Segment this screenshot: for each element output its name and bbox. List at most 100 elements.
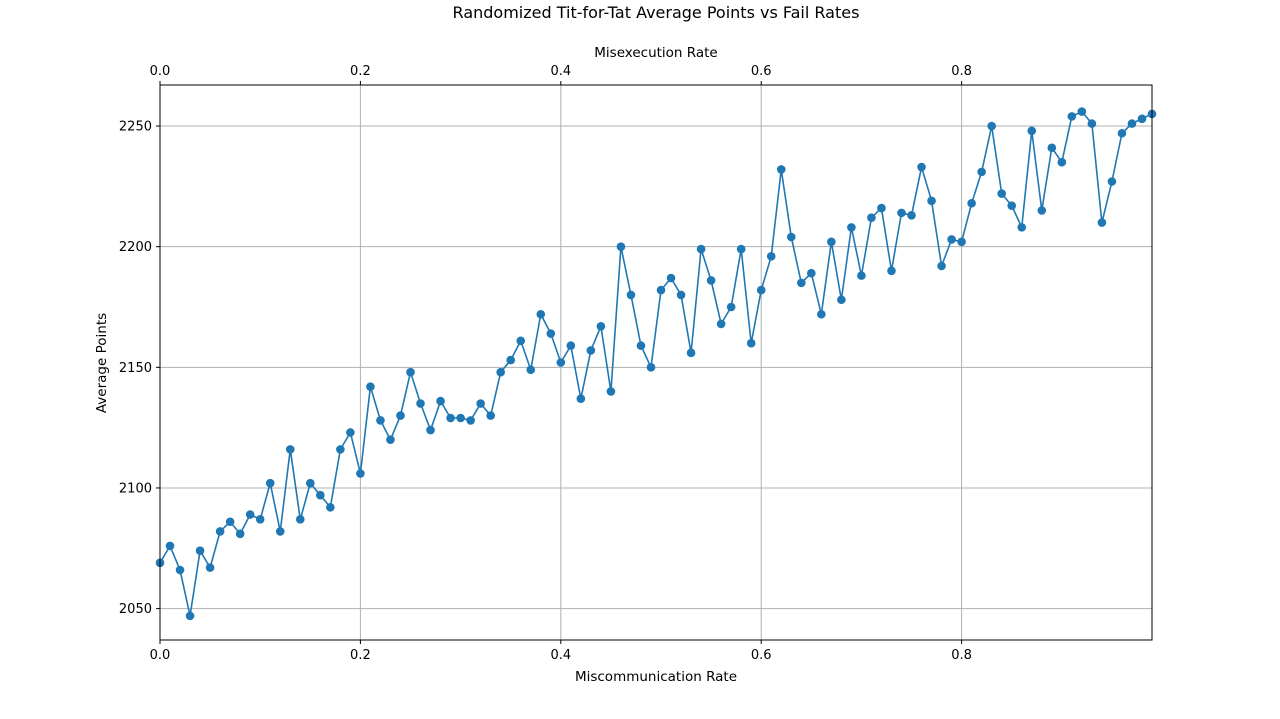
data-point (1117, 128, 1127, 138)
data-point (736, 244, 746, 254)
data-point (205, 563, 215, 572)
x2-tick-label: 0.8 (951, 64, 972, 79)
data-point (536, 309, 546, 319)
data-point (1127, 119, 1137, 128)
data-point (326, 502, 335, 512)
x2-axis-label: Misexecution Rate (594, 45, 717, 61)
series-path (159, 110, 1153, 617)
data-point (306, 478, 315, 488)
data-point (616, 242, 626, 251)
series-line (155, 107, 1157, 621)
data-point (185, 611, 195, 621)
chart-title: Randomized Tit-for-Tat Average Points vs… (453, 3, 860, 22)
data-point (245, 510, 255, 519)
ticks: 0.0 0.2 0.4 0.6 0.8 0.0 0.2 0.4 0.6 0.8 2050 2100 21… (119, 64, 972, 663)
x-tick-label: 0.2 (350, 648, 371, 663)
x2-tick-label: 0.0 (150, 64, 171, 79)
data-point (666, 273, 676, 283)
data-point (887, 266, 896, 276)
data-point (676, 290, 686, 300)
data-point (576, 394, 586, 403)
data-point (1037, 206, 1047, 215)
data-point (907, 211, 916, 220)
data-point (546, 329, 556, 338)
data-point (636, 341, 646, 350)
data-point (686, 348, 696, 358)
data-point (426, 425, 435, 435)
data-point (346, 428, 355, 437)
data-point (496, 367, 505, 377)
data-point (726, 302, 736, 312)
data-point (215, 527, 225, 536)
x-axis-label: Miscommunication Rate (575, 669, 737, 685)
data-point (716, 319, 726, 329)
data-point (596, 322, 606, 331)
data-point (486, 411, 495, 420)
data-point (626, 290, 636, 300)
x2-tick-label: 0.2 (350, 64, 371, 79)
data-point (977, 167, 986, 177)
data-point (897, 208, 906, 218)
data-point (1027, 126, 1037, 136)
data-point (416, 399, 425, 408)
data-point (265, 478, 275, 488)
data-point (396, 411, 405, 420)
data-point (466, 416, 475, 425)
plot-frame (159, 84, 1153, 641)
data-point (847, 223, 856, 232)
y-axis-label: Average Points (94, 313, 110, 413)
x2-tick-label: 0.6 (751, 64, 772, 79)
data-point (436, 396, 445, 406)
data-point (917, 162, 926, 172)
data-point (285, 445, 295, 454)
data-point (446, 413, 455, 423)
data-point (516, 336, 526, 346)
data-point (646, 363, 656, 372)
data-point (967, 198, 976, 208)
data-point (957, 237, 966, 247)
grid (159, 85, 1152, 640)
x-tick-label: 0.8 (951, 648, 972, 663)
y-tick-label: 2250 (119, 120, 152, 135)
data-point (356, 469, 365, 478)
data-point (235, 529, 245, 539)
x-tick-label: 0.6 (751, 648, 772, 663)
data-point (1097, 218, 1107, 227)
data-point (376, 416, 385, 425)
data-point (275, 527, 285, 536)
data-point (406, 367, 415, 377)
y-tick-label: 2050 (119, 602, 152, 617)
data-point (1067, 112, 1077, 121)
data-point (526, 365, 536, 375)
data-point (1007, 201, 1017, 210)
data-point (857, 271, 866, 280)
data-point (1137, 114, 1147, 124)
data-point (766, 252, 776, 261)
data-point (776, 165, 786, 174)
data-point (255, 515, 265, 524)
data-point (937, 261, 946, 271)
data-point (696, 244, 706, 254)
data-point (366, 382, 375, 391)
data-point (656, 285, 666, 295)
y-tick-label: 2100 (119, 481, 152, 496)
data-point (586, 346, 596, 355)
data-point (506, 355, 516, 365)
data-point (476, 399, 485, 408)
data-point (1087, 119, 1097, 128)
data-point (746, 338, 756, 348)
data-point (606, 387, 616, 396)
y-tick-label: 2150 (119, 361, 152, 376)
data-point (225, 517, 235, 527)
data-point (195, 546, 205, 556)
data-point (295, 515, 305, 524)
y-tick-label: 2200 (119, 240, 152, 255)
x-tick-label: 0.0 (150, 648, 171, 663)
data-point (867, 213, 876, 223)
data-point (165, 541, 175, 551)
data-point (827, 237, 836, 247)
data-point (927, 196, 936, 206)
data-point (796, 278, 806, 288)
data-point (756, 285, 766, 295)
